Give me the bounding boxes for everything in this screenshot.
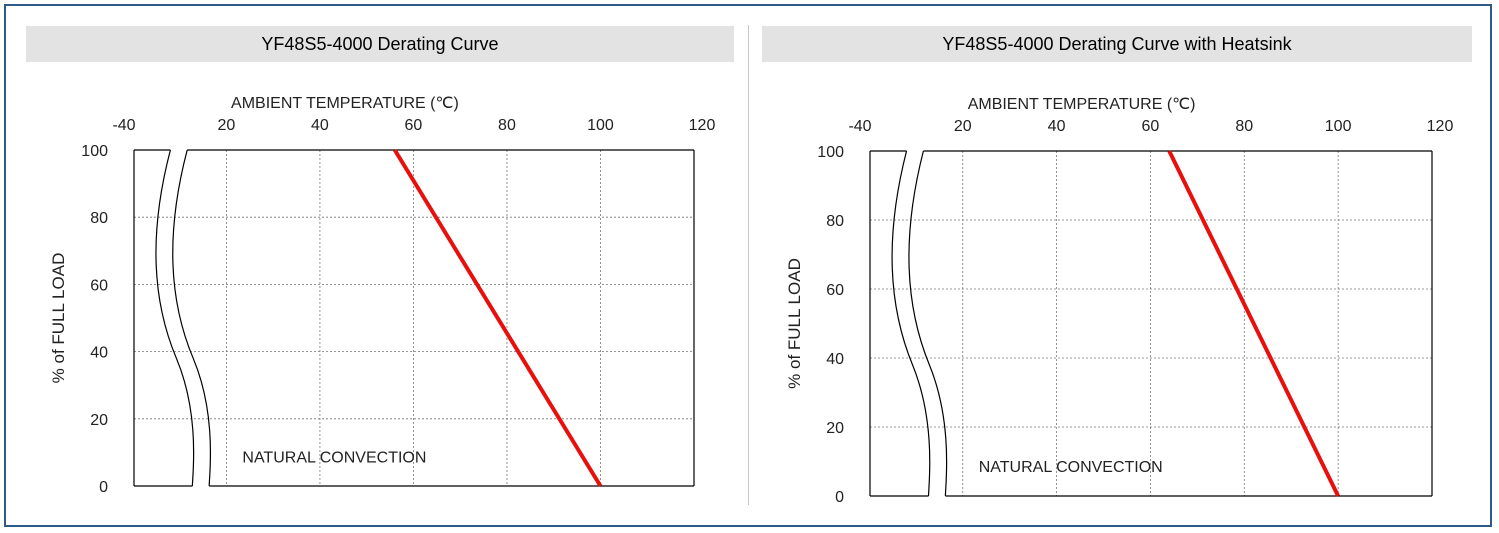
- x-tick-label: 40: [311, 117, 329, 134]
- y-tick-label: 80: [90, 210, 108, 227]
- y-tick-label: 80: [826, 213, 844, 230]
- derating-line: [393, 148, 603, 488]
- x-tick-label: -40: [112, 117, 135, 134]
- x-axis-title: AMBIENT TEMPERATURE (℃): [968, 96, 1196, 113]
- x-tick-label: 80: [1235, 118, 1253, 135]
- annotation-natural-convection: NATURAL CONVECTION: [242, 449, 426, 466]
- y-tick-label: 100: [817, 144, 844, 161]
- x-tick-label: 40: [1048, 118, 1066, 135]
- axis-break-line: [891, 150, 931, 497]
- x-tick-label: 60: [1142, 118, 1160, 135]
- chart-title: YF48S5-4000 Derating Curve: [26, 26, 734, 62]
- axis-break-line: [908, 150, 948, 497]
- y-tick-label: 0: [99, 479, 108, 496]
- chart-svg-derating: -40 20 40 60 80 100 120 AMBIENT TEMPERATURE (℃)…: [49, 95, 716, 496]
- x-tick-label: -40: [848, 118, 871, 135]
- chart-panel-derating-heatsink: YF48S5-4000 Derating Curve with Heatsink…: [762, 26, 1472, 516]
- derating-line: [1167, 150, 1340, 497]
- y-tick-label: 40: [90, 345, 108, 362]
- chart-svg-derating-heatsink: -40 20 40 60 80 100 120 AMBIENT TEMPERATURE (℃)…: [785, 96, 1454, 506]
- y-tick-label: 40: [826, 351, 844, 368]
- panel-divider: [748, 25, 749, 505]
- annotation-natural-convection: NATURAL CONVECTION: [979, 459, 1163, 476]
- x-tick-label: 100: [587, 117, 614, 134]
- y-tick-label: 60: [90, 277, 108, 294]
- y-tick-label: 20: [90, 412, 108, 429]
- y-axis-title: % of FULL LOAD: [49, 253, 68, 384]
- axis-break-line: [155, 149, 195, 487]
- y-tick-label: 0: [835, 489, 844, 506]
- axis-break-line: [172, 149, 212, 487]
- x-tick-label: 20: [218, 117, 236, 134]
- x-tick-label: 80: [498, 117, 516, 134]
- y-tick-label: 100: [81, 143, 108, 160]
- x-tick-label: 60: [405, 117, 423, 134]
- y-axis-title: % of FULL LOAD: [785, 258, 804, 389]
- y-tick-label: 20: [826, 420, 844, 437]
- x-axis-title: AMBIENT TEMPERATURE (℃): [231, 95, 459, 112]
- chart-title: YF48S5-4000 Derating Curve with Heatsink: [762, 26, 1472, 62]
- x-tick-label: 20: [954, 118, 972, 135]
- x-tick-label: 120: [1427, 118, 1454, 135]
- x-tick-label: 100: [1325, 118, 1352, 135]
- x-tick-label: 120: [689, 117, 716, 134]
- chart-panel-derating: YF48S5-4000 Derating Curve -40 20 40 60 80 10…: [26, 26, 734, 516]
- y-tick-label: 60: [826, 282, 844, 299]
